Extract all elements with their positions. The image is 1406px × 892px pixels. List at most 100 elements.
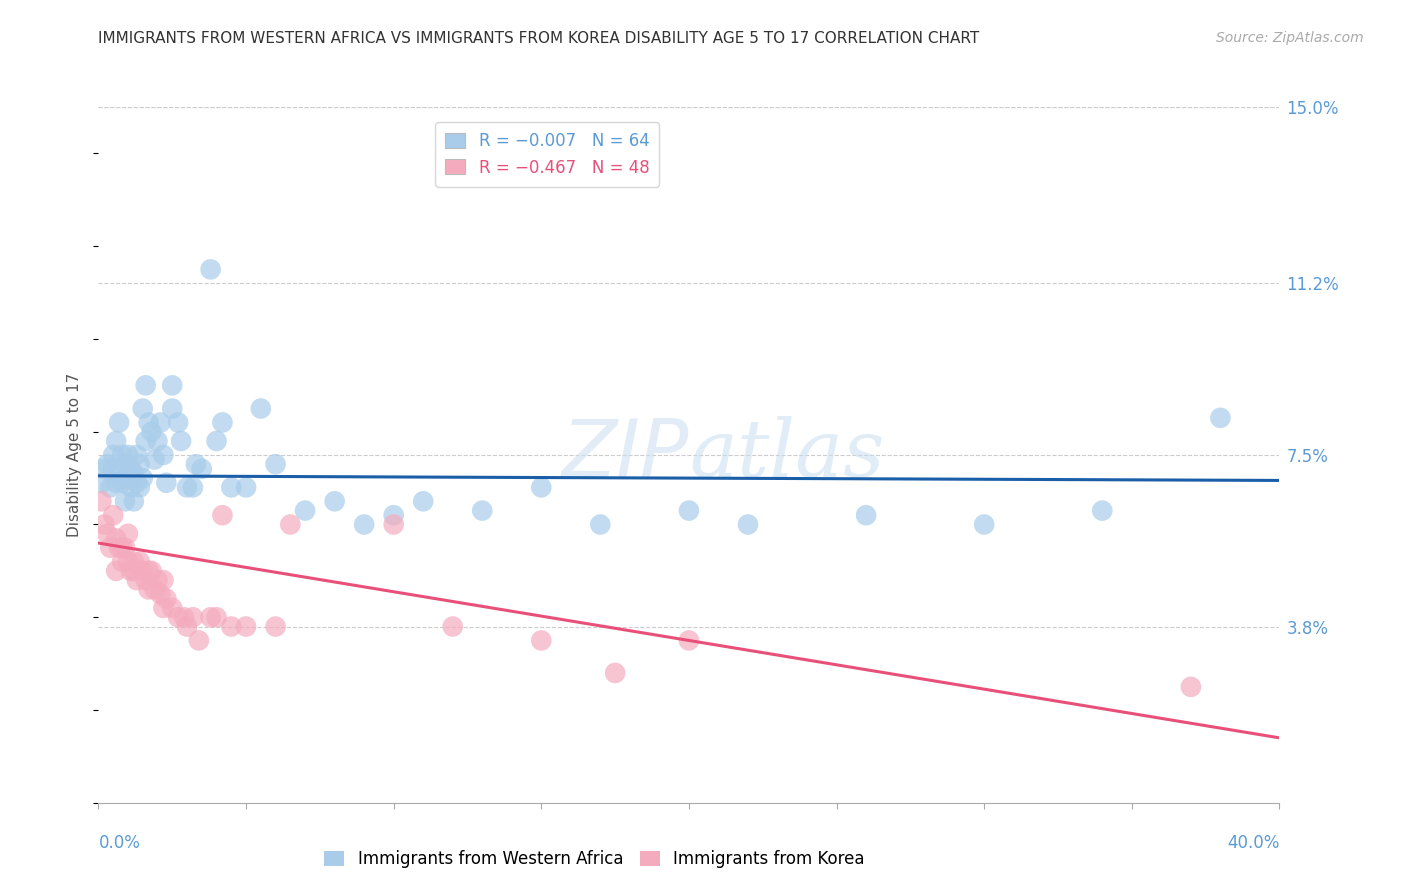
Point	[141, 564, 163, 578]
Point	[132, 401, 155, 416]
Point	[162, 601, 183, 615]
Point	[181, 610, 204, 624]
Point	[973, 517, 995, 532]
Point	[353, 517, 375, 532]
Point	[103, 462, 125, 476]
Point	[117, 448, 139, 462]
Point	[111, 541, 134, 555]
Point	[132, 564, 155, 578]
Text: 0.0%: 0.0%	[98, 834, 141, 852]
Point	[98, 480, 121, 494]
Point	[90, 494, 112, 508]
Point	[146, 573, 169, 587]
Point	[155, 591, 177, 606]
Point	[105, 532, 128, 546]
Point	[108, 541, 131, 555]
Point	[122, 494, 145, 508]
Text: Source: ZipAtlas.com: Source: ZipAtlas.com	[1216, 31, 1364, 45]
Point	[105, 475, 128, 490]
Point	[143, 452, 166, 467]
Text: ZIP: ZIP	[561, 416, 689, 494]
Point	[678, 633, 700, 648]
Point	[122, 467, 145, 481]
Point	[138, 582, 160, 597]
Point	[111, 448, 134, 462]
Point	[205, 610, 228, 624]
Point	[211, 416, 233, 430]
Point	[176, 480, 198, 494]
Point	[170, 434, 193, 448]
Point	[152, 573, 174, 587]
Point	[605, 665, 627, 680]
Point	[120, 462, 142, 476]
Point	[149, 416, 172, 430]
Point	[103, 448, 125, 462]
Point	[155, 475, 177, 490]
Point	[530, 633, 553, 648]
Point	[530, 480, 553, 494]
Point	[103, 508, 125, 523]
Text: 40.0%: 40.0%	[1227, 834, 1279, 852]
Point	[471, 503, 494, 517]
Legend: R = −0.007   N = 64, R = −0.467   N = 48: R = −0.007 N = 64, R = −0.467 N = 48	[436, 122, 659, 186]
Point	[96, 526, 118, 541]
Point	[219, 480, 242, 494]
Point	[98, 541, 121, 555]
Point	[111, 475, 134, 490]
Y-axis label: Disability Age 5 to 17: Disability Age 5 to 17	[67, 373, 83, 537]
Point	[191, 462, 214, 476]
Point	[152, 601, 174, 615]
Point	[108, 467, 131, 481]
Point	[441, 619, 464, 633]
Point	[149, 587, 172, 601]
Point	[219, 619, 242, 633]
Point	[173, 610, 195, 624]
Point	[323, 494, 346, 508]
Point	[1180, 680, 1202, 694]
Point	[122, 555, 145, 569]
Point	[264, 619, 287, 633]
Point	[412, 494, 434, 508]
Point	[138, 416, 160, 430]
Point	[132, 471, 155, 485]
Point	[1209, 410, 1232, 425]
Text: atlas: atlas	[689, 417, 884, 493]
Point	[117, 555, 139, 569]
Point	[184, 457, 207, 471]
Point	[205, 434, 228, 448]
Point	[135, 434, 157, 448]
Point	[200, 262, 222, 277]
Point	[96, 457, 118, 471]
Point	[250, 401, 273, 416]
Point	[122, 564, 145, 578]
Point	[114, 494, 136, 508]
Point	[120, 480, 142, 494]
Point	[93, 517, 115, 532]
Point	[120, 564, 142, 578]
Point	[176, 619, 198, 633]
Point	[264, 457, 287, 471]
Point	[146, 434, 169, 448]
Point	[125, 573, 148, 587]
Point	[187, 633, 209, 648]
Point	[141, 425, 163, 439]
Point	[211, 508, 233, 523]
Point	[117, 526, 139, 541]
Point	[128, 480, 150, 494]
Point	[278, 517, 302, 532]
Point	[162, 378, 183, 392]
Point	[167, 610, 190, 624]
Point	[235, 619, 257, 633]
Point	[117, 471, 139, 485]
Point	[105, 564, 128, 578]
Point	[855, 508, 877, 523]
Point	[111, 555, 134, 569]
Point	[105, 434, 128, 448]
Point	[114, 457, 136, 471]
Point	[200, 610, 222, 624]
Text: IMMIGRANTS FROM WESTERN AFRICA VS IMMIGRANTS FROM KOREA DISABILITY AGE 5 TO 17 C: IMMIGRANTS FROM WESTERN AFRICA VS IMMIGR…	[98, 31, 980, 46]
Point	[114, 541, 136, 555]
Point	[138, 564, 160, 578]
Point	[128, 555, 150, 569]
Point	[737, 517, 759, 532]
